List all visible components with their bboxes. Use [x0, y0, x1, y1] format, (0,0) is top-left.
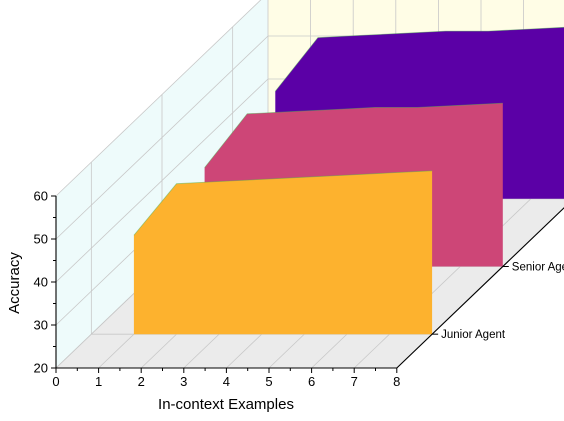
series-area-junior-agent	[133, 170, 433, 335]
y-tick-label: 40	[34, 275, 48, 290]
x-tick-label: 8	[393, 374, 400, 389]
x-axis-title: In-context Examples	[158, 396, 294, 413]
depth-tick-label-senior-agent: Senior Agent	[512, 262, 564, 274]
depth-tick-label-junior-agent: Junior Agent	[441, 329, 506, 341]
y-tick-label: 30	[34, 318, 48, 333]
x-tick-label: 2	[138, 374, 145, 389]
chart-axes: 0 1 2 3 4 5 6 7 8 20 30 40 50 60 Junior Agent Senior Ag…	[34, 189, 564, 389]
x-tick-label: 1	[95, 374, 102, 389]
y-tick-label: 50	[34, 232, 48, 247]
x-tick-label: 5	[265, 374, 272, 389]
x-tick-label: 4	[223, 374, 230, 389]
x-tick-label: 3	[180, 374, 187, 389]
y-tick-label: 20	[34, 361, 48, 376]
series-edge-senior-agent	[204, 102, 503, 168]
x-tick-label: 6	[308, 374, 315, 389]
y-tick-label: 60	[34, 189, 48, 204]
series-layer	[133, 26, 564, 335]
x-tick-label: 7	[351, 374, 358, 389]
x-tick-label: 0	[52, 374, 59, 389]
y-axis-title: Accuracy	[6, 252, 23, 314]
series-edge-junior-agent	[133, 170, 433, 236]
series-edge-manager-agent	[274, 26, 564, 92]
